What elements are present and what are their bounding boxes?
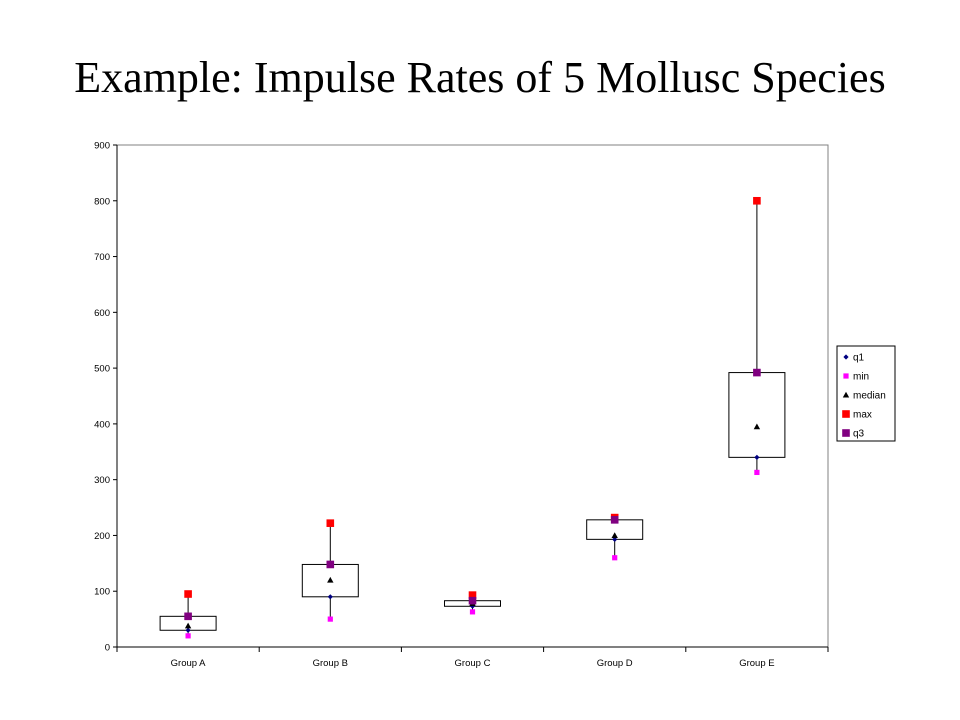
legend-label: q1 [853, 353, 865, 364]
q1-marker [612, 536, 618, 542]
y-tick-label: 0 [105, 643, 110, 654]
min-marker [469, 609, 476, 615]
legend-max-marker [842, 410, 850, 418]
legend-label: median [853, 391, 886, 402]
q3-marker [610, 516, 619, 524]
max-marker [468, 591, 477, 599]
y-tick-label: 800 [94, 196, 110, 207]
max-marker [184, 590, 192, 598]
min-marker [185, 633, 191, 639]
y-tick-label: 600 [94, 308, 110, 319]
y-axis: 0 100 200 300 400 500 600 700 800 900 [94, 141, 118, 654]
max-marker [753, 196, 761, 205]
y-tick-label: 300 [94, 475, 110, 486]
y-tick-label: 100 [94, 587, 110, 598]
q1-marker [185, 627, 191, 633]
iqr-box [728, 372, 786, 458]
median-marker [327, 576, 334, 583]
legend-median-marker [842, 391, 850, 398]
max-marker [326, 519, 335, 527]
q3-marker [753, 368, 761, 377]
x-tick-label: Group E [739, 658, 774, 669]
legend-label: max [853, 410, 872, 421]
y-tick-label: 400 [94, 419, 110, 430]
legend-q3-marker [842, 429, 850, 437]
legend-label: min [853, 372, 869, 383]
q3-marker [326, 560, 335, 569]
x-axis: Group A Group B Group C Group D Group E [116, 646, 829, 669]
y-tick-label: 500 [94, 364, 110, 375]
x-tick-label: Group A [171, 658, 207, 669]
x-tick-label: Group D [597, 658, 633, 669]
y-tick-label: 200 [94, 531, 110, 542]
median-marker [611, 532, 618, 539]
y-tick-label: 900 [94, 141, 110, 152]
median-marker [753, 423, 761, 430]
marker-group [184, 196, 761, 639]
y-tick-label: 700 [94, 252, 110, 263]
slide-title: Example: Impulse Rates of 5 Mollusc Spec… [74, 53, 886, 102]
x-tick-label: Group B [313, 658, 348, 669]
min-marker [612, 555, 618, 561]
q3-marker [468, 596, 477, 605]
min-marker [754, 469, 760, 476]
q1-marker [754, 454, 760, 460]
q1-marker [327, 594, 333, 600]
legend-label: q3 [853, 429, 865, 440]
plot-area [116, 144, 829, 648]
legend-min-marker [843, 373, 849, 379]
median-marker [184, 622, 192, 629]
min-marker [327, 616, 333, 622]
box-group [159, 200, 786, 636]
legend-q1-marker [843, 354, 849, 360]
plot-border [116, 144, 829, 648]
x-tick-label: Group C [455, 658, 491, 669]
legend: q1 min median max q3 [836, 345, 896, 442]
q3-marker [184, 612, 192, 621]
